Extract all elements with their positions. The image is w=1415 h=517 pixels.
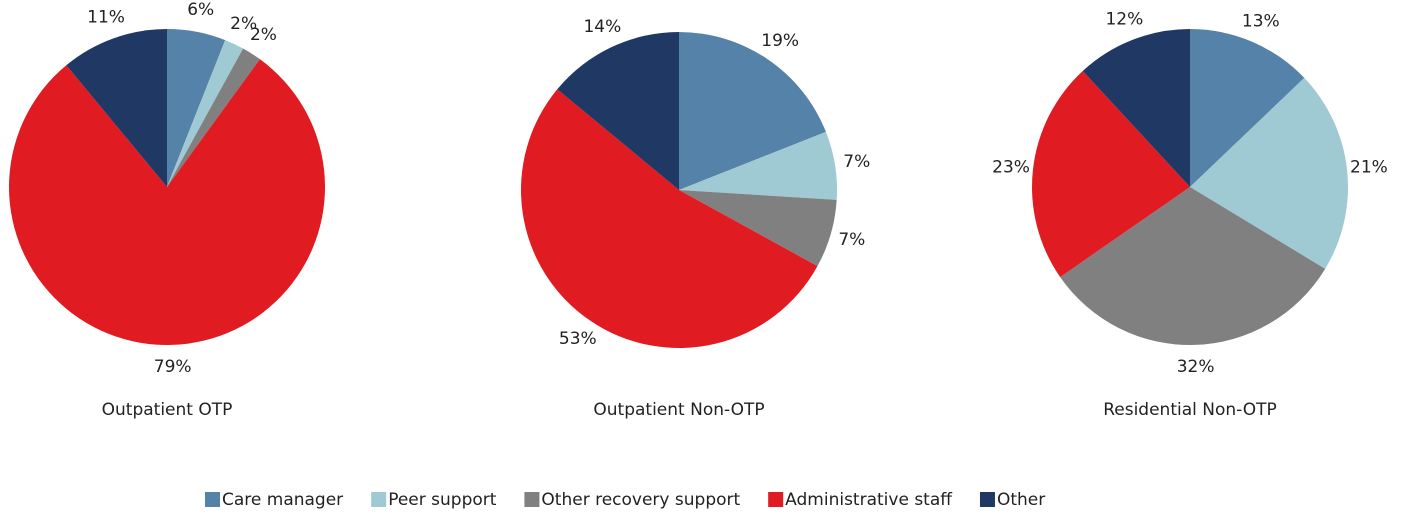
legend-swatch xyxy=(979,492,995,507)
pie-title: Residential Non-OTP xyxy=(1103,400,1277,420)
pie-title: Outpatient Non-OTP xyxy=(593,400,764,420)
data-label: 14% xyxy=(583,17,621,37)
pie-slice xyxy=(167,40,244,188)
pie-title: Outpatient OTP xyxy=(102,400,233,420)
pie-slice xyxy=(1190,29,1305,187)
data-label: 7% xyxy=(838,230,865,250)
pie-slice xyxy=(1060,187,1326,345)
legend-label: Peer support xyxy=(388,490,497,510)
pie-slice xyxy=(167,29,226,187)
data-label: 23% xyxy=(992,157,1030,177)
data-label: 32% xyxy=(1177,357,1215,377)
data-label: 2% xyxy=(250,25,277,45)
legend-swatch xyxy=(205,492,220,507)
pie-slice xyxy=(557,32,679,190)
pie-slice xyxy=(521,89,818,348)
legend-swatch xyxy=(768,492,784,507)
pie-slice xyxy=(1032,71,1190,278)
data-label: 19% xyxy=(761,31,799,51)
pie-slice xyxy=(679,190,837,267)
legend-swatch xyxy=(371,492,387,507)
pie-slice xyxy=(679,131,837,200)
pie-slice xyxy=(1082,29,1190,187)
pie-slice xyxy=(1190,77,1348,269)
pie-slice xyxy=(9,59,326,346)
data-label: 53% xyxy=(559,329,597,349)
pie-slice xyxy=(679,32,826,190)
data-label: 12% xyxy=(1105,9,1143,29)
data-label: 6% xyxy=(187,0,214,20)
data-label: 79% xyxy=(154,357,192,377)
legend-label: Administrative staff xyxy=(785,490,953,510)
legend-label: Other xyxy=(997,490,1045,510)
legend-label: Other recovery support xyxy=(541,490,740,510)
pie-slice xyxy=(66,28,167,187)
data-label: 13% xyxy=(1242,12,1280,32)
data-label: 2% xyxy=(230,14,257,34)
pie-slice xyxy=(167,48,260,187)
data-label: 7% xyxy=(843,152,870,172)
legend-label: Care manager xyxy=(222,490,343,510)
data-label: 21% xyxy=(1350,157,1388,177)
data-label: 11% xyxy=(87,8,125,28)
legend-swatch xyxy=(524,492,540,507)
